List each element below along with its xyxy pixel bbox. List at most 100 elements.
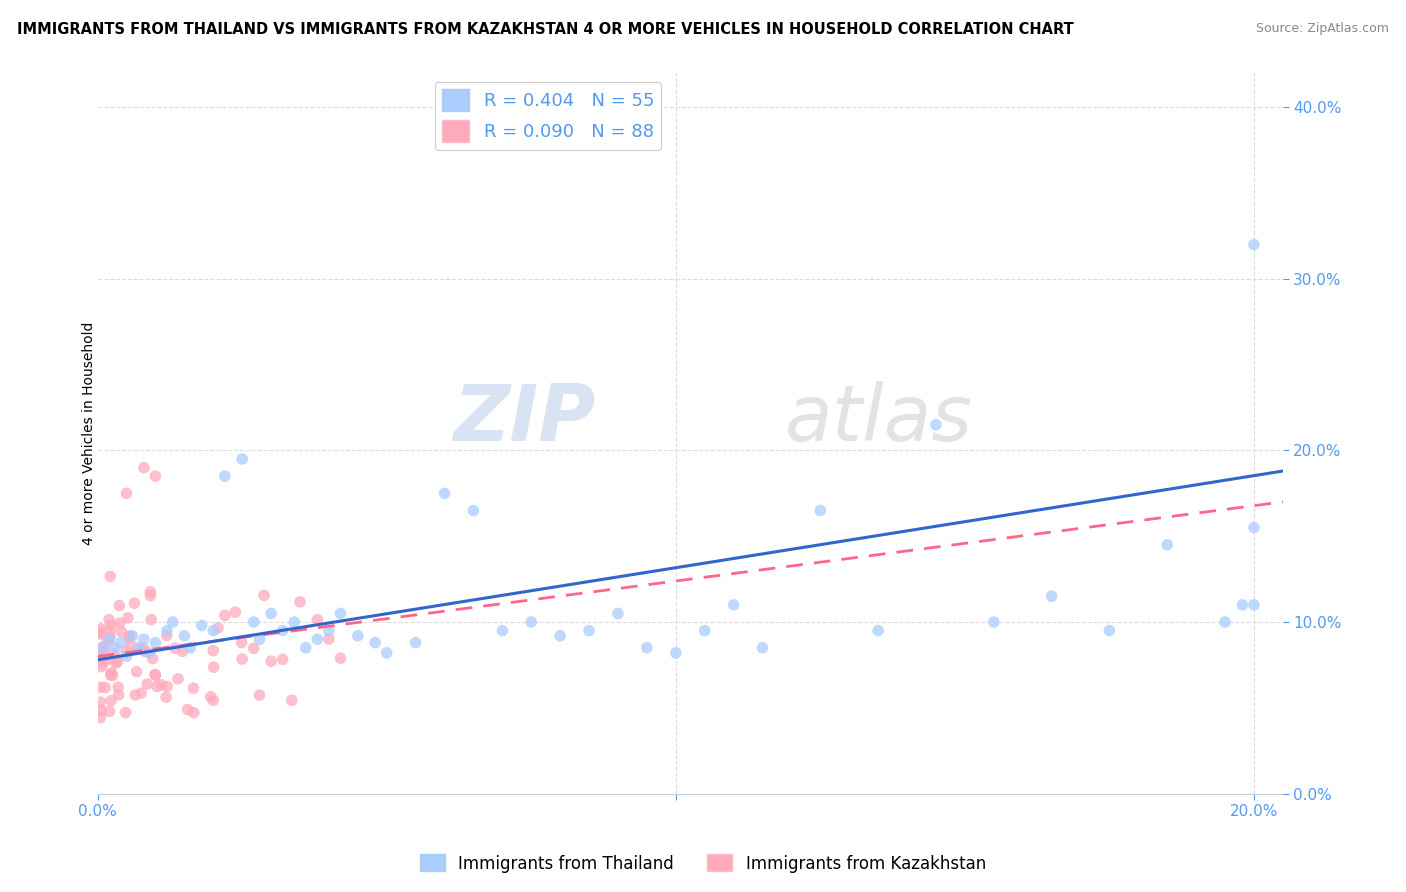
Point [167, 672, 190, 686]
Point [90, 625, 112, 640]
Point [125, 665, 148, 679]
Point [90, 710, 112, 724]
Legend: Immigrants from Thailand, Immigrants from Kazakhstan: Immigrants from Thailand, Immigrants fro… [413, 847, 993, 880]
Point [156, 628, 179, 642]
Point [253, 589, 276, 603]
Point [117, 611, 139, 625]
Point [868, 624, 890, 638]
Point [183, 681, 205, 695]
Point [242, 615, 264, 629]
Point [162, 615, 184, 629]
Point [100, 668, 122, 682]
Point [176, 702, 198, 716]
Point [98, 632, 121, 647]
Point [548, 629, 571, 643]
Point [127, 640, 149, 655]
Point [271, 652, 294, 666]
Point [107, 688, 129, 702]
Point [260, 607, 283, 621]
Point [329, 651, 352, 665]
Point [145, 469, 167, 483]
Point [202, 660, 225, 674]
Point [93, 644, 115, 658]
Point [179, 640, 201, 655]
Point [90, 703, 112, 717]
Text: Source: ZipAtlas.com: Source: ZipAtlas.com [1256, 22, 1389, 36]
Point [143, 668, 166, 682]
Point [183, 706, 205, 720]
Point [132, 632, 155, 647]
Point [1040, 589, 1063, 603]
Point [224, 605, 246, 619]
Point [231, 635, 253, 649]
Point [138, 646, 160, 660]
Point [103, 647, 125, 661]
Point [329, 607, 352, 621]
Point [118, 630, 141, 644]
Point [1213, 615, 1236, 629]
Point [120, 638, 142, 652]
Point [214, 608, 236, 623]
Point [93, 640, 115, 655]
Point [129, 641, 152, 656]
Point [156, 680, 179, 694]
Point [100, 624, 122, 638]
Point [463, 503, 485, 517]
Point [202, 693, 225, 707]
Point [925, 417, 948, 432]
Point [318, 624, 340, 638]
Point [110, 635, 132, 649]
Point [118, 629, 141, 643]
Point [111, 624, 134, 639]
Point [249, 632, 271, 647]
Point [108, 615, 131, 630]
Point [139, 589, 162, 603]
Point [100, 693, 122, 707]
Point [104, 656, 127, 670]
Point [280, 693, 302, 707]
Point [202, 643, 225, 657]
Point [983, 615, 1005, 629]
Point [346, 629, 368, 643]
Point [288, 595, 311, 609]
Point [145, 635, 167, 649]
Point [115, 649, 138, 664]
Point [318, 632, 340, 646]
Point [202, 624, 225, 638]
Point [124, 688, 146, 702]
Point [90, 681, 112, 695]
Point [636, 640, 658, 655]
Point [283, 615, 305, 629]
Point [139, 585, 162, 599]
Point [294, 640, 316, 655]
Point [491, 624, 513, 638]
Point [693, 624, 716, 638]
Point [190, 618, 212, 632]
Point [520, 615, 543, 629]
Point [1243, 237, 1265, 252]
Point [1098, 624, 1121, 638]
Point [129, 686, 152, 700]
Point [132, 641, 155, 656]
Point [607, 607, 630, 621]
Point [134, 645, 156, 659]
Point [214, 469, 236, 483]
Point [231, 452, 253, 467]
Point [98, 705, 121, 719]
Point [808, 503, 831, 517]
Legend: R = 0.404   N = 55, R = 0.090   N = 88: R = 0.404 N = 55, R = 0.090 N = 88 [434, 82, 661, 150]
Point [141, 613, 163, 627]
Point [1232, 598, 1254, 612]
Point [150, 678, 173, 692]
Point [91, 652, 114, 666]
Point [165, 641, 187, 656]
Text: IMMIGRANTS FROM THAILAND VS IMMIGRANTS FROM KAZAKHSTAN 4 OR MORE VEHICLES IN HOU: IMMIGRANTS FROM THAILAND VS IMMIGRANTS F… [17, 22, 1074, 37]
Point [751, 640, 773, 655]
Point [307, 613, 329, 627]
Point [260, 654, 283, 668]
Point [108, 599, 131, 613]
Point [665, 646, 688, 660]
Point [242, 641, 264, 656]
Point [132, 460, 155, 475]
Point [98, 630, 121, 644]
